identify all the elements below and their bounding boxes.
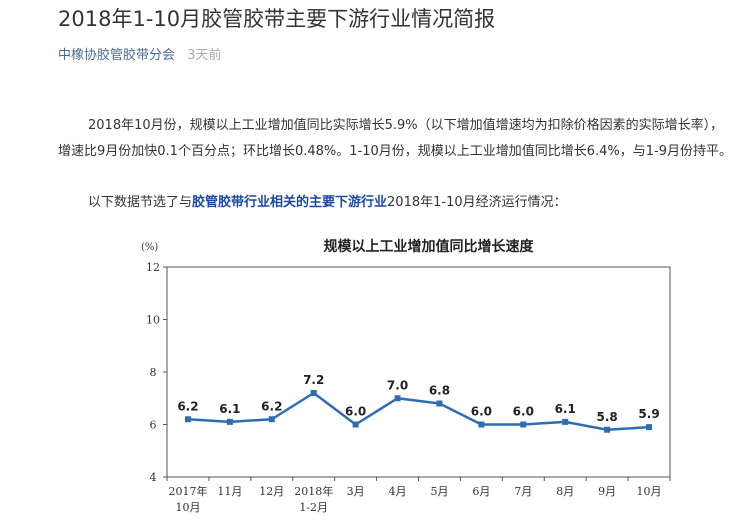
article-meta: 中橡协胶管胶带分会 3天前 <box>58 44 221 63</box>
plot-frame <box>166 266 671 478</box>
paragraph-intro: 以下数据节选了与胶管胶带行业相关的主要下游行业2018年1-10月经济运行情况： <box>58 190 736 216</box>
paragraph-summary: 2018年10月份，规模以上工业增加值同比实际增长5.9%（以下增加值增速均为扣… <box>58 113 736 165</box>
x-tick-label: 5月 <box>430 485 448 498</box>
x-tick-label: 3月 <box>347 485 365 498</box>
data-point <box>562 418 569 425</box>
y-unit-label: (%) <box>141 242 158 253</box>
data-point <box>310 390 317 396</box>
data-label: 7.2 <box>303 373 324 387</box>
y-tick-label: 8 <box>150 366 157 379</box>
y-tick-label: 12 <box>146 261 160 274</box>
x-tick-label: 10月 <box>637 485 662 498</box>
data-point <box>352 421 359 428</box>
data-point <box>478 421 485 428</box>
x-tick-label: 4月 <box>389 485 407 498</box>
publish-time: 3天前 <box>187 48 222 63</box>
intro-prefix: 以下数据节选了与 <box>88 195 193 210</box>
y-tick-label: 4 <box>150 471 157 484</box>
data-point <box>226 418 233 425</box>
data-point <box>646 424 653 431</box>
y-tick-label: 6 <box>150 419 157 432</box>
data-point <box>520 421 527 428</box>
x-tick-label: 12月 <box>259 485 284 498</box>
data-label: 6.0 <box>513 405 534 419</box>
x-tick-label: 1-2月 <box>299 501 328 514</box>
series-line <box>187 391 650 431</box>
x-tick-label: 10月 <box>175 501 200 514</box>
data-label: 7.0 <box>387 378 408 392</box>
x-tick-label: 11月 <box>217 485 242 498</box>
data-label: 6.2 <box>177 399 198 413</box>
data-point <box>436 400 443 407</box>
data-point <box>268 416 275 423</box>
data-label: 5.8 <box>596 410 617 424</box>
data-point <box>604 426 611 433</box>
x-tick-label: 6月 <box>472 485 490 498</box>
data-label: 6.0 <box>471 405 492 419</box>
data-point <box>184 416 191 423</box>
x-tick-label: 9月 <box>598 485 616 498</box>
data-label: 5.9 <box>638 407 659 421</box>
data-label: 6.1 <box>219 402 240 416</box>
chart-title: 规模以上工业增加值同比增长速度 <box>324 238 535 255</box>
y-tick-label: 10 <box>146 314 160 327</box>
article-title: 2018年1-10月胶管胶带主要下游行业情况简报 <box>58 7 496 31</box>
author-link[interactable]: 中橡协胶管胶带分会 <box>58 48 176 63</box>
data-label: 6.1 <box>555 402 576 416</box>
data-label: 6.2 <box>261 399 282 413</box>
data-label: 6.8 <box>429 384 450 398</box>
data-label: 6.0 <box>345 405 366 419</box>
x-tick-label: 2017年 <box>168 484 207 498</box>
growth-chart: 规模以上工业增加值同比增长速度 (%) 4 6 8 10 12 2017年 10月 11月 12月 2… <box>130 232 690 522</box>
data-point <box>394 395 401 402</box>
x-tick-label: 2018年 <box>294 484 333 498</box>
x-tick-label: 8月 <box>556 485 574 498</box>
growth-chart-svg: 规模以上工业增加值同比增长速度 (%) 4 6 8 10 12 2017年 10月 11月 12月 2… <box>141 238 671 514</box>
industry-link[interactable]: 胶管胶带行业相关的主要下游行业 <box>192 195 388 210</box>
intro-suffix: 2018年1-10月经济运行情况： <box>387 195 567 210</box>
x-tick-label: 7月 <box>514 485 532 498</box>
paragraph-summary-text: 2018年10月份，规模以上工业增加值同比实际增长5.9%（以下增加值增速均为扣… <box>58 118 733 159</box>
